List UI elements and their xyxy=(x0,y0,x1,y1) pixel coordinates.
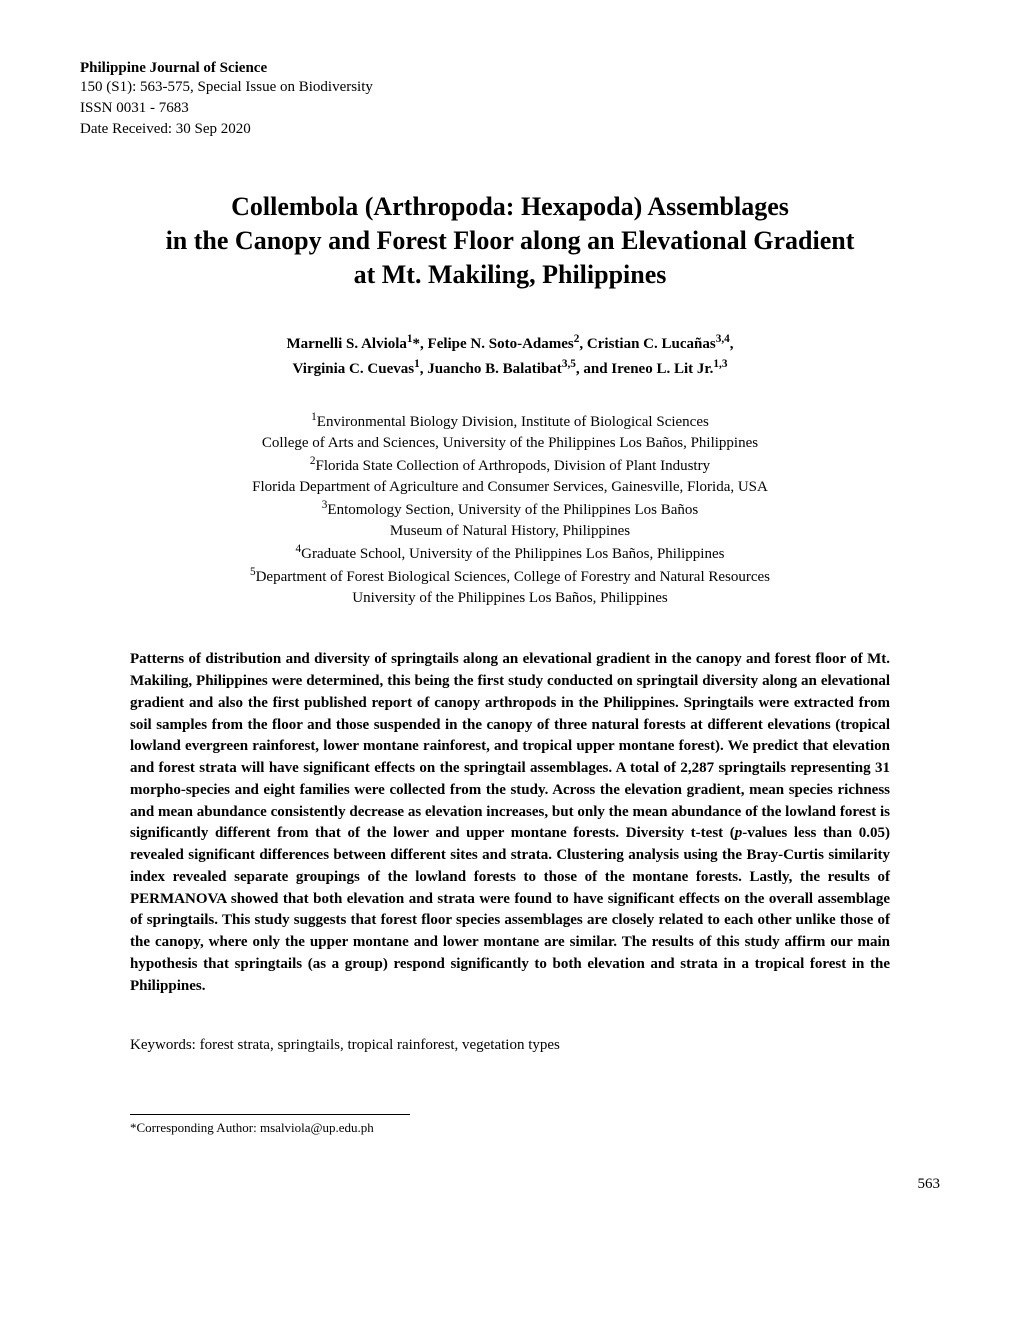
journal-issn: ISSN 0031 - 7683 xyxy=(80,98,940,119)
journal-header: Philippine Journal of Science 150 (S1): … xyxy=(80,60,940,140)
corresponding-author: *Corresponding Author: msalviola@up.edu.… xyxy=(130,1120,940,1136)
title-line-2: in the Canopy and Forest Floor along an … xyxy=(140,224,880,258)
affiliation-5b: University of the Philippines Los Baños,… xyxy=(120,588,900,609)
article-title: Collembola (Arthropoda: Hexapoda) Assemb… xyxy=(140,190,880,291)
journal-name: Philippine Journal of Science xyxy=(80,60,940,77)
journal-issue: 150 (S1): 563-575, Special Issue on Biod… xyxy=(80,77,940,98)
page-number: 563 xyxy=(80,1176,940,1193)
affiliation-2: 2Florida State Collection of Arthropods,… xyxy=(120,454,900,477)
affiliation-3: 3Entomology Section, University of the P… xyxy=(120,498,900,521)
corresponding-label: *Corresponding Author: xyxy=(130,1120,260,1135)
corresponding-email: msalviola@up.edu.ph xyxy=(260,1120,374,1135)
affiliation-3b: Museum of Natural History, Philippines xyxy=(120,521,900,542)
affiliation-1b: College of Arts and Sciences, University… xyxy=(120,433,900,454)
affiliation-5: 5Department of Forest Biological Science… xyxy=(120,565,900,588)
title-line-1: Collembola (Arthropoda: Hexapoda) Assemb… xyxy=(140,190,880,224)
journal-date-received: Date Received: 30 Sep 2020 xyxy=(80,119,940,140)
authors: Marnelli S. Alviola1*, Felipe N. Soto-Ad… xyxy=(140,331,880,380)
affiliation-2b: Florida Department of Agriculture and Co… xyxy=(120,477,900,498)
affiliation-1: 1Environmental Biology Division, Institu… xyxy=(120,410,900,433)
authors-line-2: Virginia C. Cuevas1, Juancho B. Balatiba… xyxy=(140,356,880,381)
authors-line-1: Marnelli S. Alviola1*, Felipe N. Soto-Ad… xyxy=(140,331,880,356)
affiliation-4: 4Graduate School, University of the Phil… xyxy=(120,542,900,565)
title-line-3: at Mt. Makiling, Philippines xyxy=(140,258,880,292)
abstract: Patterns of distribution and diversity o… xyxy=(130,649,890,997)
keywords: Keywords: forest strata, springtails, tr… xyxy=(130,1037,890,1054)
footer-divider xyxy=(130,1114,410,1115)
affiliations: 1Environmental Biology Division, Institu… xyxy=(120,410,900,609)
